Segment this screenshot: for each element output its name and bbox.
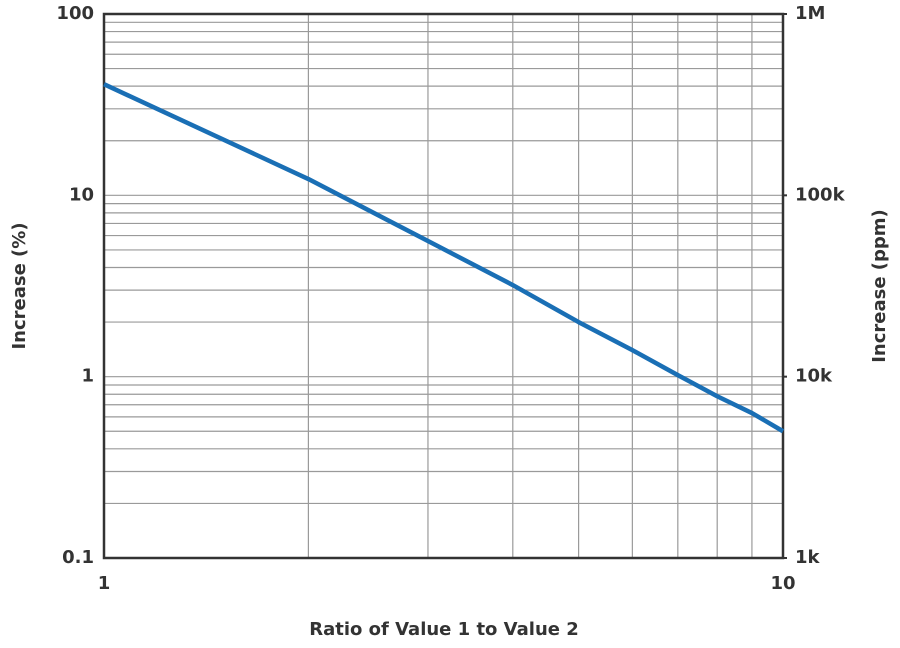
x-axis-label: Ratio of Value 1 to Value 2 <box>309 619 579 640</box>
y2-tick-label: 100k <box>795 184 846 205</box>
y2-tick-label: 10k <box>795 366 833 387</box>
y-tick-label: 10 <box>69 184 94 205</box>
y2-axis-label: Increase (ppm) <box>869 209 890 363</box>
data-line <box>103 82 785 434</box>
y2-tick-label: 1k <box>795 547 821 568</box>
y-tick-label: 1 <box>81 366 94 387</box>
x-tick-label: 10 <box>770 573 795 594</box>
y2-tick-label: 1M <box>795 3 825 24</box>
y-axis-label: Increase (%) <box>9 222 30 349</box>
y-tick-label: 100 <box>56 3 94 24</box>
plot-frame <box>102 12 785 560</box>
y-tick-label: 0.1 <box>62 547 94 568</box>
x-tick-label: 1 <box>98 573 111 594</box>
